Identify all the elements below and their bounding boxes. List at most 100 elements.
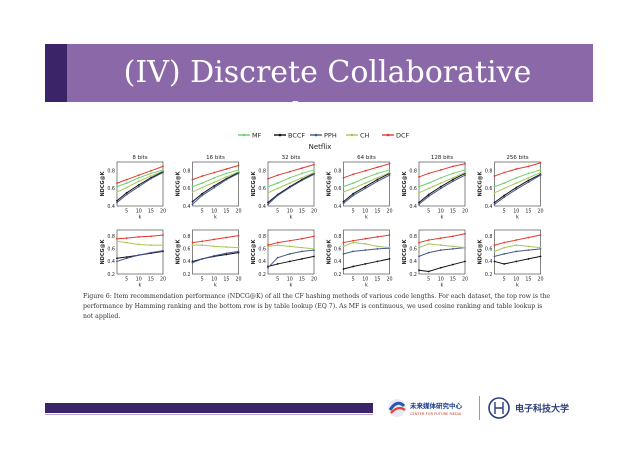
point-ch-r1-c0-0 bbox=[116, 240, 118, 243]
point-dcf-r1-c1-1 bbox=[201, 240, 204, 243]
point-ch-r0-c5-1 bbox=[503, 187, 506, 190]
point-pph-r0-c1-3 bbox=[225, 178, 228, 181]
xtick-r1-c2-5: 5 bbox=[276, 277, 279, 283]
point-dcf-r1-c2-0 bbox=[267, 244, 269, 246]
point-dcf-r1-c1-2 bbox=[213, 238, 216, 241]
point-ch-r0-c1-0 bbox=[191, 191, 194, 193]
point-mf-r0-c3-4 bbox=[388, 169, 391, 171]
ytick-r1-c2-0-6: 0.6 bbox=[258, 247, 266, 253]
xtick-r1-c1-5: 5 bbox=[201, 277, 204, 283]
xtick-r0-c4-10: 10 bbox=[438, 209, 444, 215]
point-bccf-r1-c3-3 bbox=[376, 260, 379, 263]
point-bccf-r1-c4-2 bbox=[439, 266, 442, 269]
chart-title: Netflix bbox=[309, 143, 332, 151]
xtick-r1-c0-5: 5 bbox=[125, 277, 128, 283]
point-mf-r0-c4-3 bbox=[451, 172, 454, 175]
xtick-r1-c4-10: 10 bbox=[438, 277, 444, 283]
future-media-logo: 未来媒体研究中心 CENTER FOR FUTURE MEDIA bbox=[388, 399, 463, 417]
point-ch-r1-c0-3 bbox=[149, 244, 152, 246]
xtick-r0-c2-20: 20 bbox=[311, 209, 317, 215]
point-pph-r0-c2-1 bbox=[276, 194, 279, 197]
ytick-r0-c2-0-4: 0.4 bbox=[258, 204, 266, 210]
point-dcf-r0-c2-1 bbox=[276, 174, 279, 177]
point-dcf-r0-c2-2 bbox=[288, 170, 291, 173]
point-mf-r0-c1-1 bbox=[201, 182, 204, 185]
point-pph-r1-c3-0 bbox=[342, 252, 345, 255]
point-pph-r0-c1-1 bbox=[201, 194, 204, 197]
ytick-r0-c1-0-4: 0.4 bbox=[183, 204, 191, 210]
point-mf-r0-c0-3 bbox=[149, 172, 152, 175]
point-bccf-r0-c1-0 bbox=[191, 200, 194, 203]
xtick-r1-c0-15: 15 bbox=[148, 277, 154, 283]
point-ch-r0-c1-4 bbox=[237, 170, 240, 173]
point-pph-r1-c3-3 bbox=[376, 247, 379, 250]
point-dcf-r0-c3-2 bbox=[364, 169, 367, 172]
ytick-r1-c2-0-8: 0.8 bbox=[258, 234, 266, 240]
xlabel-r0-c1: k bbox=[214, 215, 217, 221]
point-ch-r1-c3-1 bbox=[352, 241, 355, 244]
point-ch-r0-c4-1 bbox=[427, 187, 430, 190]
point-pph-r0-c3-3 bbox=[376, 180, 379, 183]
xtick-r1-c5-10: 10 bbox=[513, 277, 519, 283]
point-pph-r0-c2-2 bbox=[288, 186, 291, 189]
point-mf-r0-c2-3 bbox=[300, 172, 303, 175]
point-ch-r1-c3-0 bbox=[342, 245, 345, 248]
ylabel-r0-c2: NDCG@K bbox=[251, 170, 257, 196]
point-pph-r1-c5-1 bbox=[503, 252, 506, 255]
uestc-seal-icon bbox=[488, 397, 510, 419]
point-ch-r0-c5-3 bbox=[527, 176, 530, 179]
point-dcf-r0-c2-0 bbox=[267, 177, 269, 180]
xtick-r1-c5-15: 15 bbox=[525, 277, 531, 283]
xtick-r1-c2-10: 10 bbox=[287, 277, 293, 283]
point-mf-r0-c1-3 bbox=[225, 172, 228, 175]
point-mf-r0-c5-0 bbox=[493, 185, 496, 188]
point-pph-r1-c4-0 bbox=[418, 255, 420, 258]
point-bccf-r1-c3-1 bbox=[352, 265, 355, 268]
point-pph-r1-c0-1 bbox=[125, 257, 128, 260]
point-pph-r1-c1-0 bbox=[191, 261, 194, 264]
ylabel-r0-c3: NDCG@K bbox=[327, 170, 333, 196]
point-bccf-r1-c1-3 bbox=[225, 253, 228, 256]
point-mf-r0-c1-2 bbox=[213, 176, 216, 179]
point-bccf-r1-c4-0 bbox=[418, 269, 420, 272]
ytick-r1-c1-0-4: 0.4 bbox=[183, 259, 191, 265]
point-ch-r0-c2-2 bbox=[288, 182, 291, 185]
xtick-r1-c1-15: 15 bbox=[223, 277, 229, 283]
xlabel-r1-c4: k bbox=[441, 283, 444, 289]
point-ch-r0-c3-3 bbox=[376, 176, 379, 179]
point-bccf-r1-c2-2 bbox=[288, 260, 291, 263]
slide-title: (IV) Discrete Collaborative Filtering bbox=[123, 55, 532, 132]
point-dcf-r1-c3-1 bbox=[352, 239, 355, 242]
point-pph-r1-c5-0 bbox=[493, 255, 496, 258]
ylabel-r0-c5: NDCG@K bbox=[478, 170, 484, 196]
point-bccf-r0-c0-2 bbox=[137, 183, 140, 186]
point-pph-r1-c5-2 bbox=[515, 250, 518, 253]
panel-title-4: 128 bits bbox=[431, 155, 453, 161]
ytick-r0-c1-0-8: 0.8 bbox=[183, 169, 191, 175]
point-dcf-r0-c4-3 bbox=[451, 165, 454, 168]
xtick-r0-c1-20: 20 bbox=[235, 209, 241, 215]
point-dcf-r0-c0-1 bbox=[125, 178, 128, 181]
point-bccf-r0-c1-2 bbox=[213, 184, 216, 187]
legend-marker-mf bbox=[242, 133, 246, 137]
point-mf-r0-c4-1 bbox=[427, 182, 430, 185]
ytick-r0-c3-0-8: 0.8 bbox=[334, 169, 342, 175]
xtick-r1-c0-20: 20 bbox=[160, 277, 166, 283]
ylabel-r0-c1: NDCG@K bbox=[176, 170, 182, 196]
ytick-r1-c2-0-4: 0.4 bbox=[258, 259, 266, 265]
point-pph-r1-c5-3 bbox=[527, 249, 530, 252]
point-dcf-r0-c3-0 bbox=[342, 176, 345, 179]
point-pph-r0-c5-1 bbox=[503, 196, 506, 199]
footer-rule bbox=[45, 414, 373, 415]
point-dcf-r1-c5-1 bbox=[503, 241, 506, 244]
xlabel-r0-c2: k bbox=[290, 215, 293, 221]
point-dcf-r1-c3-4 bbox=[388, 234, 391, 236]
panel-title-3: 64 bits bbox=[357, 155, 376, 161]
xtick-r0-c1-15: 15 bbox=[223, 209, 229, 215]
point-pph-r0-c4-0 bbox=[418, 203, 420, 206]
point-ch-r1-c0-2 bbox=[137, 243, 140, 246]
xtick-r0-c5-5: 5 bbox=[503, 209, 506, 215]
point-ch-r0-c5-4 bbox=[539, 171, 542, 174]
point-pph-r1-c0-4 bbox=[162, 249, 164, 252]
point-bccf-r0-c2-0 bbox=[267, 201, 269, 204]
